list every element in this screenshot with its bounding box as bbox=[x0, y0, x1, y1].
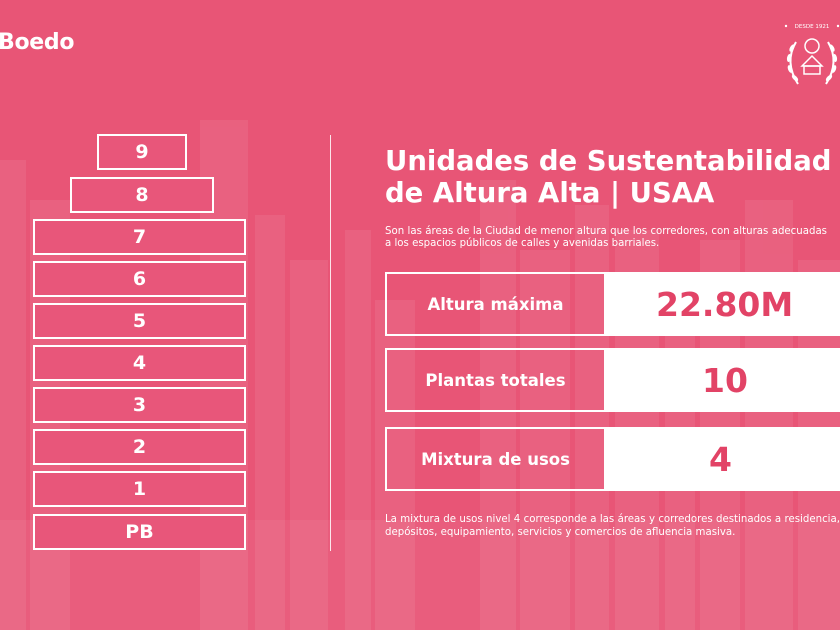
title-line-1: Unidades de Sustentabilidad bbox=[385, 145, 832, 177]
stat-value: 10 bbox=[604, 350, 840, 410]
floor-1: 1 bbox=[33, 471, 246, 507]
floor-3: 3 bbox=[33, 387, 246, 423]
stat-label: Altura máxima bbox=[427, 294, 564, 314]
stat-label: Mixtura de usos bbox=[421, 449, 570, 469]
floor-2: 2 bbox=[33, 429, 246, 465]
floor-8: 8 bbox=[70, 177, 214, 213]
floor-6: 6 bbox=[33, 261, 246, 297]
brand-name: Boedo bbox=[0, 30, 75, 55]
stat-total-floors: Plantas totales 10 bbox=[385, 348, 840, 412]
page-title: Unidades de Sustentabilidad de Altura Al… bbox=[385, 145, 835, 209]
stat-label: Plantas totales bbox=[425, 370, 566, 390]
laurel-seal-logo: DESDE 1921 bbox=[784, 24, 840, 85]
floor-5: 5 bbox=[33, 303, 246, 339]
floor-7: 7 bbox=[33, 219, 246, 255]
floor-pb: PB bbox=[33, 514, 246, 550]
stat-mixed-use: Mixtura de usos 4 bbox=[385, 427, 840, 491]
vertical-divider bbox=[330, 135, 331, 551]
intro-text: Son las áreas de la Ciudad de menor altu… bbox=[385, 226, 827, 249]
stat-value: 4 bbox=[604, 429, 840, 489]
floor-9: 9 bbox=[97, 134, 187, 170]
stat-max-height: Altura máxima 22.80M bbox=[385, 272, 840, 336]
footnote-text: La mixtura de usos nivel 4 corresponde a… bbox=[385, 514, 840, 538]
floor-4: 4 bbox=[33, 345, 246, 381]
title-line-2: de Altura Alta | USAA bbox=[385, 177, 715, 209]
svg-text:DESDE 1921: DESDE 1921 bbox=[795, 24, 830, 30]
stat-value: 22.80M bbox=[604, 274, 840, 334]
